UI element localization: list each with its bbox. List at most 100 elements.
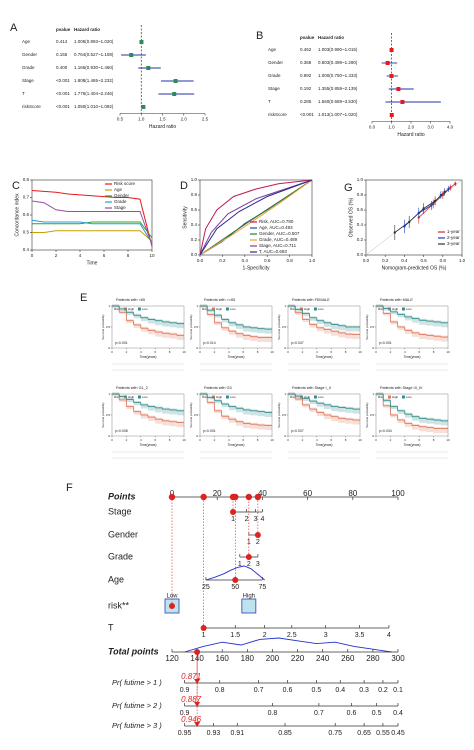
survival-band xyxy=(133,410,141,415)
survival-band xyxy=(214,313,222,318)
legend-label: Age, AUC=0.493 xyxy=(259,225,293,230)
selected-marker xyxy=(232,577,239,583)
survival-band xyxy=(236,323,244,329)
survival-band xyxy=(352,418,360,425)
survival-band xyxy=(221,326,229,331)
hr-label: 1.000(0.750~1.333) xyxy=(318,73,358,78)
p-value: 0.192 xyxy=(300,86,312,91)
survival-band xyxy=(236,332,244,338)
x-axis-label: Time(years) xyxy=(140,355,157,359)
tick-label: 0.8 xyxy=(215,687,225,694)
survival-band xyxy=(419,318,427,325)
x-tick-label: 4 xyxy=(404,350,406,354)
tick-label: 2.5 xyxy=(287,632,297,639)
hr-point xyxy=(389,48,394,52)
survival-band xyxy=(264,410,272,417)
survival-band xyxy=(309,407,317,413)
x-tick-label: 8 xyxy=(169,350,171,354)
y-tick-label: 0.0 xyxy=(191,252,198,257)
point xyxy=(408,220,411,224)
hr-label: 1.355(0.859~2.139) xyxy=(318,86,358,91)
survival-band xyxy=(155,417,163,424)
x-tick-label: 0.0 xyxy=(363,258,370,263)
tick-label: 0.3 xyxy=(359,687,369,694)
hr-point xyxy=(146,66,151,70)
x-tick-label: 2 xyxy=(214,438,216,442)
y-axis-label: Survival probability xyxy=(189,402,193,428)
row-label: Age xyxy=(268,47,277,52)
survival-band xyxy=(243,421,251,428)
tick-label: 0.1 xyxy=(393,687,403,694)
x-tick-label: 4 xyxy=(228,438,230,442)
tick-label: 0.5 xyxy=(372,710,382,717)
survival-band xyxy=(426,333,434,340)
survival-band xyxy=(397,418,405,424)
row-label: riskScore xyxy=(22,104,41,109)
survival-band xyxy=(257,327,265,334)
row-label: T xyxy=(22,91,25,96)
survival-band xyxy=(324,413,332,419)
y-tick-label: 0 xyxy=(372,434,374,438)
y-tick-label: 0.6 xyxy=(357,207,364,212)
x-axis-label: Time(years) xyxy=(140,443,157,447)
survival-band xyxy=(412,331,420,337)
x-tick-label: 8 xyxy=(433,350,435,354)
survival-band xyxy=(162,320,170,327)
x-tick-label: 10 xyxy=(270,438,274,442)
y-tick-label: 1 xyxy=(284,392,286,396)
hr-point xyxy=(172,92,177,96)
y-axis-label: Survival probability xyxy=(277,314,281,340)
legend-title: Risk xyxy=(114,307,120,311)
p-label: p<0.001 xyxy=(203,429,216,433)
y-tick-label: 0.5 xyxy=(282,413,287,417)
survival-band xyxy=(397,409,405,414)
x-tick-label: 6 xyxy=(418,438,420,442)
x-tick-label: 10 xyxy=(446,350,450,354)
x-tick-label: 10 xyxy=(182,438,186,442)
point xyxy=(433,199,437,203)
survival-band xyxy=(404,412,412,418)
tick-label: 2 xyxy=(245,516,249,523)
row-label: Age xyxy=(108,574,124,584)
x-axis-label: Time(years) xyxy=(404,355,421,359)
survival-band xyxy=(352,333,360,340)
survival-band xyxy=(440,419,448,426)
y-tick-label: 1 xyxy=(108,304,110,308)
y-tick-label: 0.5 xyxy=(370,413,375,417)
x-tick-label: 2 xyxy=(302,438,304,442)
survival-band xyxy=(338,416,346,423)
tick-label: 4 xyxy=(387,632,391,639)
survival-band xyxy=(419,425,427,432)
series-line xyxy=(32,230,153,242)
legend-label: High xyxy=(304,307,311,311)
probability-label: 0.946 xyxy=(181,715,202,724)
panel-title: Patients with G3 xyxy=(204,386,232,390)
survival-band xyxy=(243,325,251,332)
p-value: <0.001 xyxy=(56,91,70,96)
x-tick-label: 0.2 xyxy=(382,258,389,263)
survival-band xyxy=(162,407,170,414)
survival-band xyxy=(316,319,324,325)
y-tick-label: 0.5 xyxy=(282,325,287,329)
legend-label: High xyxy=(216,307,223,311)
survival-band xyxy=(309,322,317,328)
tick-label: 4 xyxy=(260,516,264,523)
density xyxy=(205,565,265,581)
survival-band xyxy=(352,325,360,332)
panel-letter: B xyxy=(256,30,263,42)
points-marker xyxy=(168,493,176,501)
hr-label: 1.013(1.007~1.020) xyxy=(318,112,358,117)
x-tick-label: 6 xyxy=(418,350,420,354)
hr-point xyxy=(173,79,178,83)
survival-band xyxy=(169,408,177,415)
legend-label: High xyxy=(392,395,399,399)
survival-band xyxy=(250,326,258,333)
survival-band xyxy=(404,328,412,334)
selected-marker xyxy=(230,509,237,515)
x-axis-label: Nomogram-predicted OS (%) xyxy=(382,265,447,271)
calibration-line xyxy=(418,183,456,218)
y-tick-label: 1 xyxy=(372,304,374,308)
legend-label: 2-year xyxy=(447,235,460,240)
p-value: <0.001 xyxy=(300,112,314,117)
hr-label: 1.003(0.990~1.015) xyxy=(318,47,358,52)
